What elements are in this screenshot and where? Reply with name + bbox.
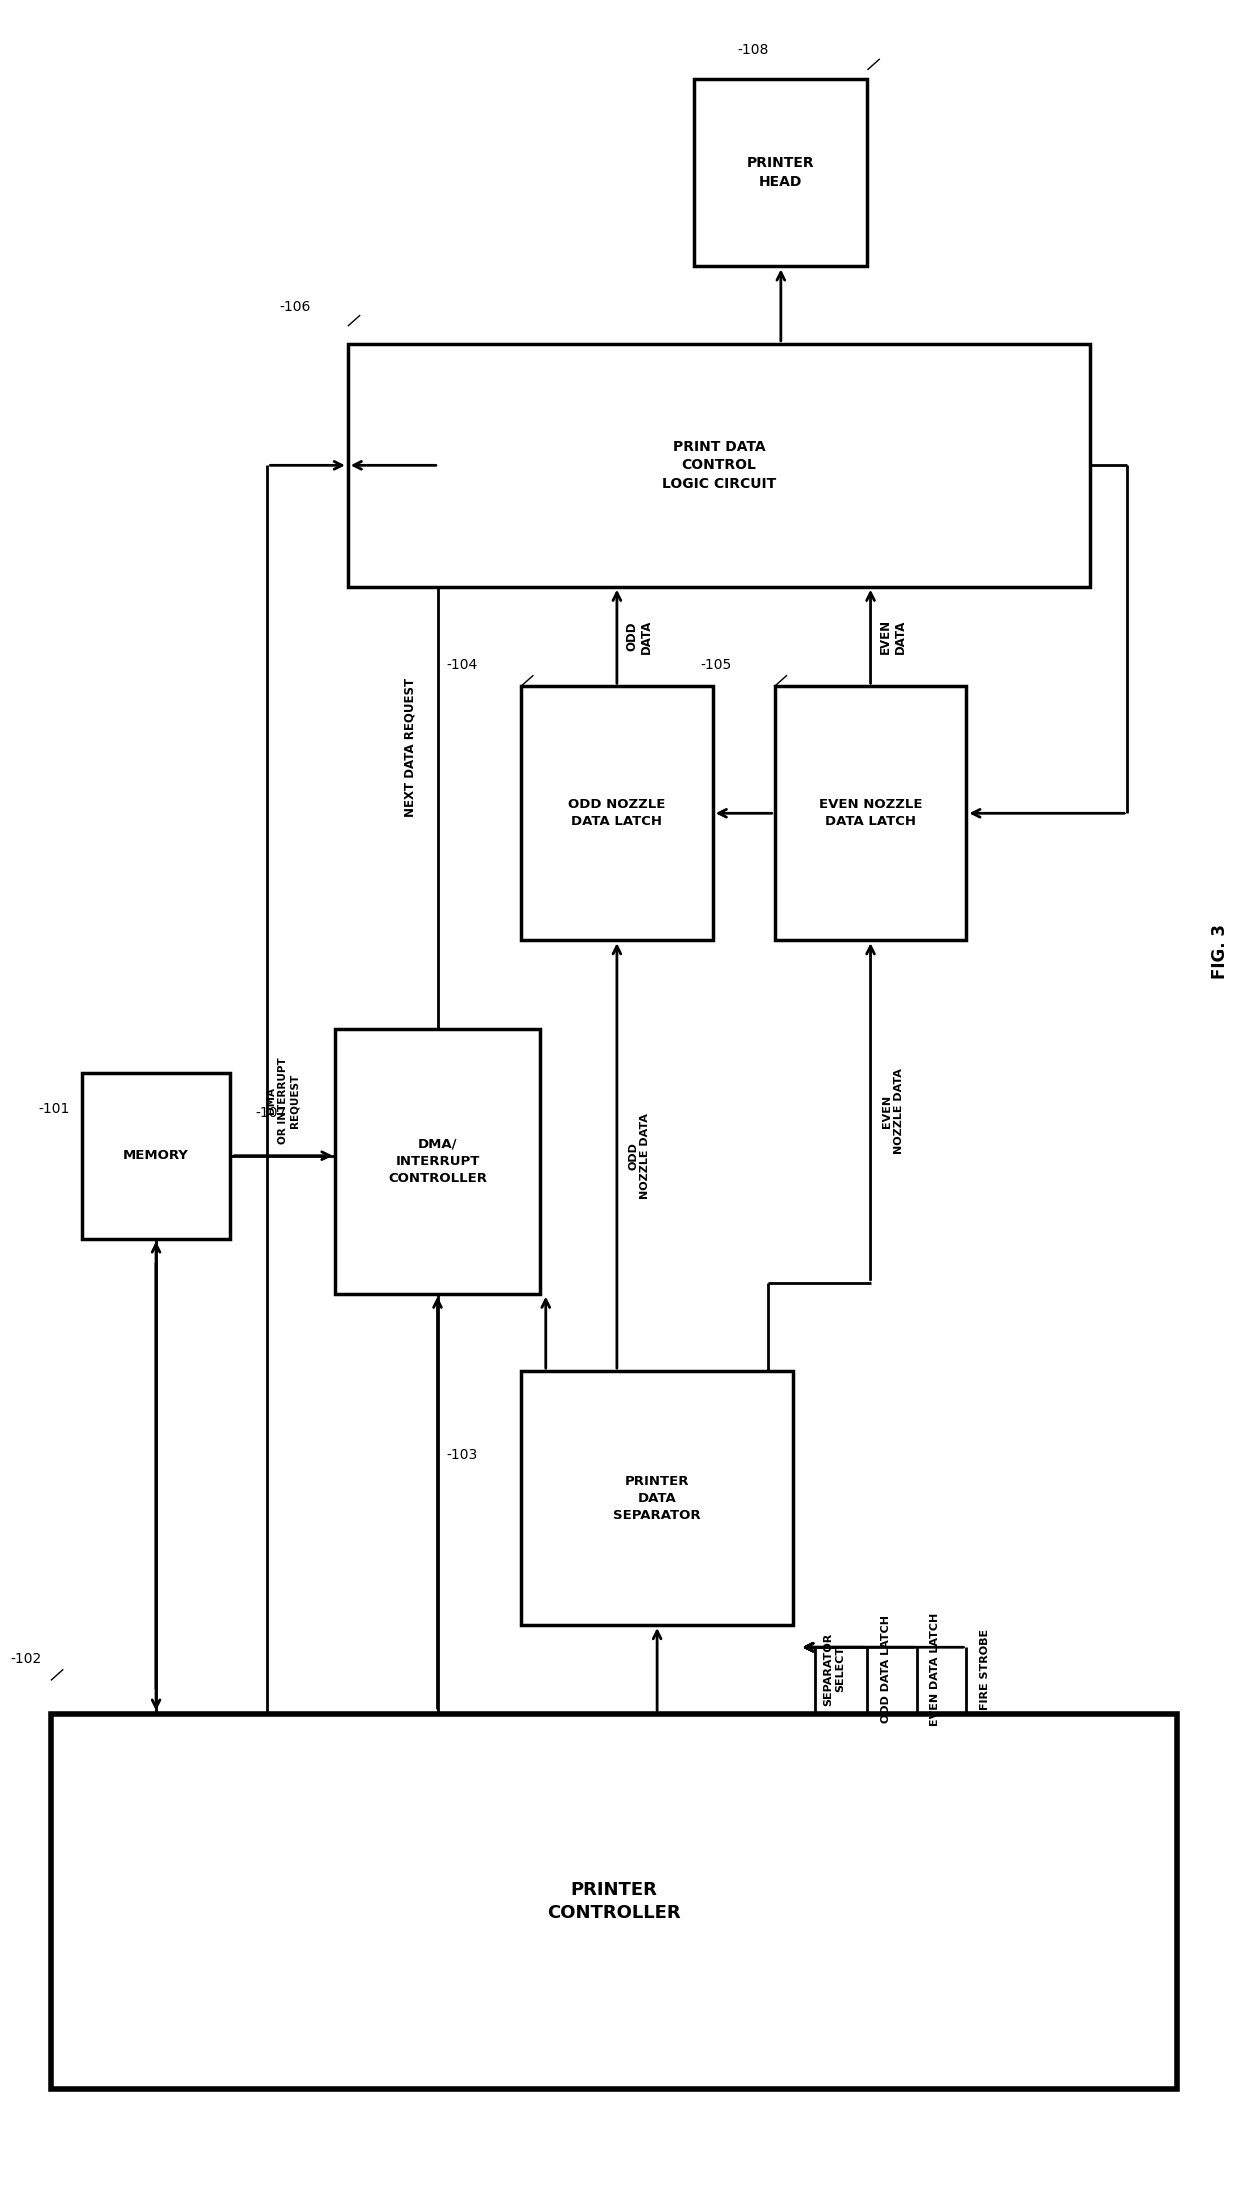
- Text: -108: -108: [738, 44, 769, 58]
- Bar: [51, 1714, 1177, 2088]
- Text: EVEN DATA LATCH: EVEN DATA LATCH: [930, 1613, 940, 1725]
- Text: ODD
NOZZLE DATA: ODD NOZZLE DATA: [629, 1113, 650, 1199]
- Text: EVEN NOZZLE
DATA LATCH: EVEN NOZZLE DATA LATCH: [818, 799, 923, 827]
- Text: PRINTER
HEAD: PRINTER HEAD: [746, 157, 815, 188]
- Text: -103: -103: [446, 1449, 479, 1462]
- Bar: [775, 686, 966, 940]
- Text: -101: -101: [38, 1102, 69, 1115]
- Bar: [694, 80, 868, 265]
- Text: -106: -106: [280, 299, 311, 314]
- Bar: [336, 1029, 539, 1294]
- Text: SEPARATOR
SELECT: SEPARATOR SELECT: [823, 1632, 844, 1705]
- Text: ODD
DATA: ODD DATA: [625, 619, 653, 655]
- Bar: [521, 686, 713, 940]
- Text: EVEN
NOZZLE DATA: EVEN NOZZLE DATA: [882, 1068, 904, 1155]
- Bar: [521, 1371, 794, 1626]
- Text: PRINTER
CONTROLLER: PRINTER CONTROLLER: [547, 1880, 681, 1922]
- Text: DMA/
INTERRUPT
CONTROLLER: DMA/ INTERRUPT CONTROLLER: [388, 1137, 487, 1186]
- Text: PRINT DATA
CONTROL
LOGIC CIRCUIT: PRINT DATA CONTROL LOGIC CIRCUIT: [662, 440, 776, 491]
- Text: NEXT DATA REQUEST: NEXT DATA REQUEST: [404, 677, 417, 816]
- Text: -104: -104: [446, 657, 479, 672]
- Text: MEMORY: MEMORY: [123, 1150, 188, 1161]
- Bar: [347, 343, 1090, 586]
- Bar: [82, 1073, 231, 1239]
- Text: -102: -102: [10, 1652, 41, 1666]
- Text: DMA
OR INTERRUPT
REQUEST: DMA OR INTERRUPT REQUEST: [267, 1057, 299, 1144]
- Text: -107: -107: [255, 1106, 286, 1119]
- Text: EVEN
DATA: EVEN DATA: [879, 619, 906, 655]
- Text: FIRE STROBE: FIRE STROBE: [980, 1628, 990, 1710]
- Text: ODD DATA LATCH: ODD DATA LATCH: [880, 1615, 892, 1723]
- Text: FIG. 3: FIG. 3: [1211, 925, 1229, 980]
- Text: ODD NOZZLE
DATA LATCH: ODD NOZZLE DATA LATCH: [568, 799, 666, 827]
- Text: -105: -105: [701, 657, 732, 672]
- Text: PRINTER
DATA
SEPARATOR: PRINTER DATA SEPARATOR: [614, 1475, 701, 1522]
